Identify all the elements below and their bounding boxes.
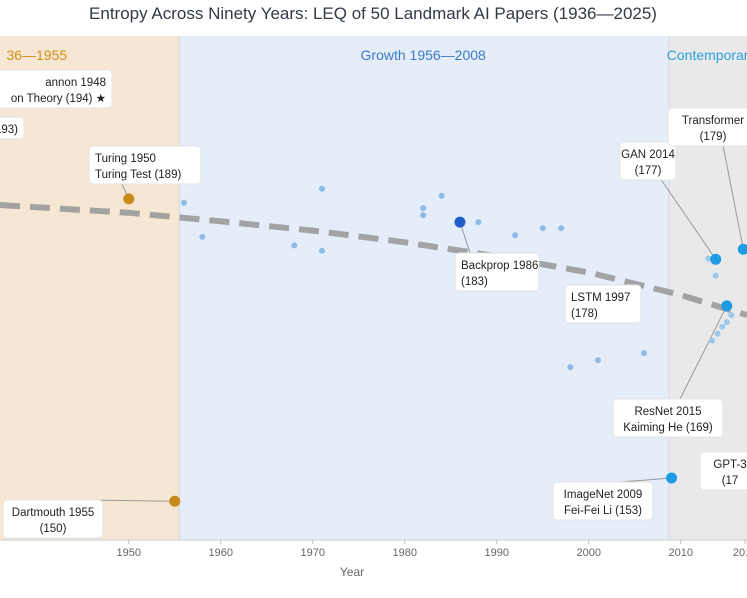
annotation-text-1-0: 193) bbox=[0, 124, 18, 136]
data-point-19 bbox=[666, 472, 678, 484]
data-point-2 bbox=[169, 495, 181, 507]
chart-title: Entropy Across Ninety Years: LEQ of 50 L… bbox=[89, 4, 657, 23]
era-label-2: Contemporary bbox=[667, 47, 747, 63]
x-axis-title: Year bbox=[340, 565, 364, 579]
annotation-text-9-1: (179) bbox=[700, 131, 727, 143]
annotation-text-3-1: (150) bbox=[40, 523, 67, 535]
data-point-9 bbox=[420, 212, 427, 219]
data-point-18 bbox=[640, 350, 647, 357]
annotations: annon 1948 on Theory (194) ★ 193) Turing 19… bbox=[0, 69, 747, 539]
annotation-text-7-0: ResNet 2015 bbox=[634, 406, 701, 418]
era-band-0 bbox=[0, 36, 180, 540]
data-point-10 bbox=[438, 192, 445, 199]
x-tick-label-4: 1990 bbox=[485, 547, 509, 559]
data-point-14 bbox=[539, 225, 546, 232]
data-point-22 bbox=[712, 272, 719, 279]
x-tick-label-1: 1960 bbox=[209, 547, 233, 559]
trend-path bbox=[0, 202, 747, 318]
annotation-box-3 bbox=[2, 499, 104, 539]
annotation-text-0-1: on Theory (194) ★ bbox=[11, 93, 106, 105]
annotation-text-9-0: Transformer bbox=[682, 115, 744, 127]
annotation-text-0-0: annon 1948 bbox=[45, 77, 106, 89]
annotation-box-9 bbox=[667, 107, 747, 147]
data-point-15 bbox=[558, 225, 565, 232]
annotation-box-7 bbox=[612, 398, 724, 438]
leader-line-8 bbox=[659, 177, 717, 260]
annotation-text-6-0: ImageNet 2009 bbox=[564, 489, 643, 501]
x-tick-label-7: 2017 bbox=[733, 547, 747, 559]
data-point-23 bbox=[721, 300, 733, 312]
data-point-20 bbox=[705, 255, 712, 262]
data-point-4 bbox=[199, 233, 206, 240]
data-point-29 bbox=[737, 243, 747, 255]
data-point-8 bbox=[420, 205, 427, 212]
leader-line-7 bbox=[679, 305, 728, 400]
annotation-text-2-1: Turing Test (189) bbox=[95, 169, 181, 181]
annotation-box-5 bbox=[564, 284, 642, 324]
annotation-text-5-0: LSTM 1997 bbox=[571, 292, 630, 304]
annotation-text-8-0: GAN 2014 bbox=[621, 149, 675, 161]
x-tick-label-2: 1970 bbox=[301, 547, 325, 559]
x-tick-label-6: 2010 bbox=[669, 547, 693, 559]
data-point-25 bbox=[719, 323, 726, 330]
annotation-box-0 bbox=[0, 69, 113, 109]
data-point-21 bbox=[710, 253, 722, 265]
annotation-text-8-1: (177) bbox=[635, 165, 662, 177]
era-label-0: 36—1955 bbox=[6, 47, 67, 63]
data-point-24 bbox=[723, 319, 730, 326]
data-point-13 bbox=[512, 232, 519, 239]
annotation-box-10 bbox=[699, 451, 747, 491]
annotation-text-6-1: Fei-Fei Li (153) bbox=[564, 505, 642, 517]
era-label-1: Growth 1956—2008 bbox=[361, 47, 487, 63]
x-tick-label-5: 2000 bbox=[577, 547, 601, 559]
data-point-12 bbox=[475, 219, 482, 226]
data-point-11 bbox=[454, 216, 466, 228]
leader-line-6 bbox=[619, 477, 672, 483]
annotation-text-10-1: (17 bbox=[722, 475, 739, 487]
data-point-28 bbox=[728, 312, 735, 319]
annotation-text-10-0: GPT-3 bbox=[713, 459, 746, 471]
x-tick-label-0: 1950 bbox=[117, 547, 141, 559]
annotation-text-5-1: (178) bbox=[571, 308, 598, 320]
annotation-text-4-1: (183) bbox=[461, 276, 488, 288]
data-point-27 bbox=[709, 337, 716, 344]
data-point-7 bbox=[318, 247, 325, 254]
annotation-box-1 bbox=[0, 116, 25, 140]
annotation-text-2-0: Turing 1950 bbox=[95, 153, 156, 165]
data-point-17 bbox=[594, 357, 601, 364]
leader-line-9 bbox=[721, 139, 744, 250]
data-point-3 bbox=[180, 199, 187, 206]
x-axis: 1950 1960 1970 1980 1990 2000 2010 2017 bbox=[0, 539, 747, 559]
annotation-box-8 bbox=[619, 141, 677, 181]
data-point-16 bbox=[567, 364, 574, 371]
x-tick-label-3: 1980 bbox=[393, 547, 417, 559]
annotation-box-6 bbox=[552, 481, 654, 521]
era-labels: 36—1955 Growth 1956—2008 Contemporary bbox=[6, 47, 747, 63]
trend-line bbox=[0, 202, 747, 318]
data-point-1 bbox=[123, 193, 135, 205]
annotation-box-4 bbox=[454, 252, 540, 292]
annotation-text-3-0: Dartmouth 1955 bbox=[12, 507, 94, 519]
data-point-5 bbox=[291, 242, 298, 249]
data-point-6 bbox=[318, 185, 325, 192]
annotation-text-4-0: Backprop 1986 bbox=[461, 260, 538, 272]
annotation-text-7-1: Kaiming He (169) bbox=[623, 422, 713, 434]
data-point-26 bbox=[714, 330, 721, 337]
annotation-box-2 bbox=[88, 145, 202, 185]
